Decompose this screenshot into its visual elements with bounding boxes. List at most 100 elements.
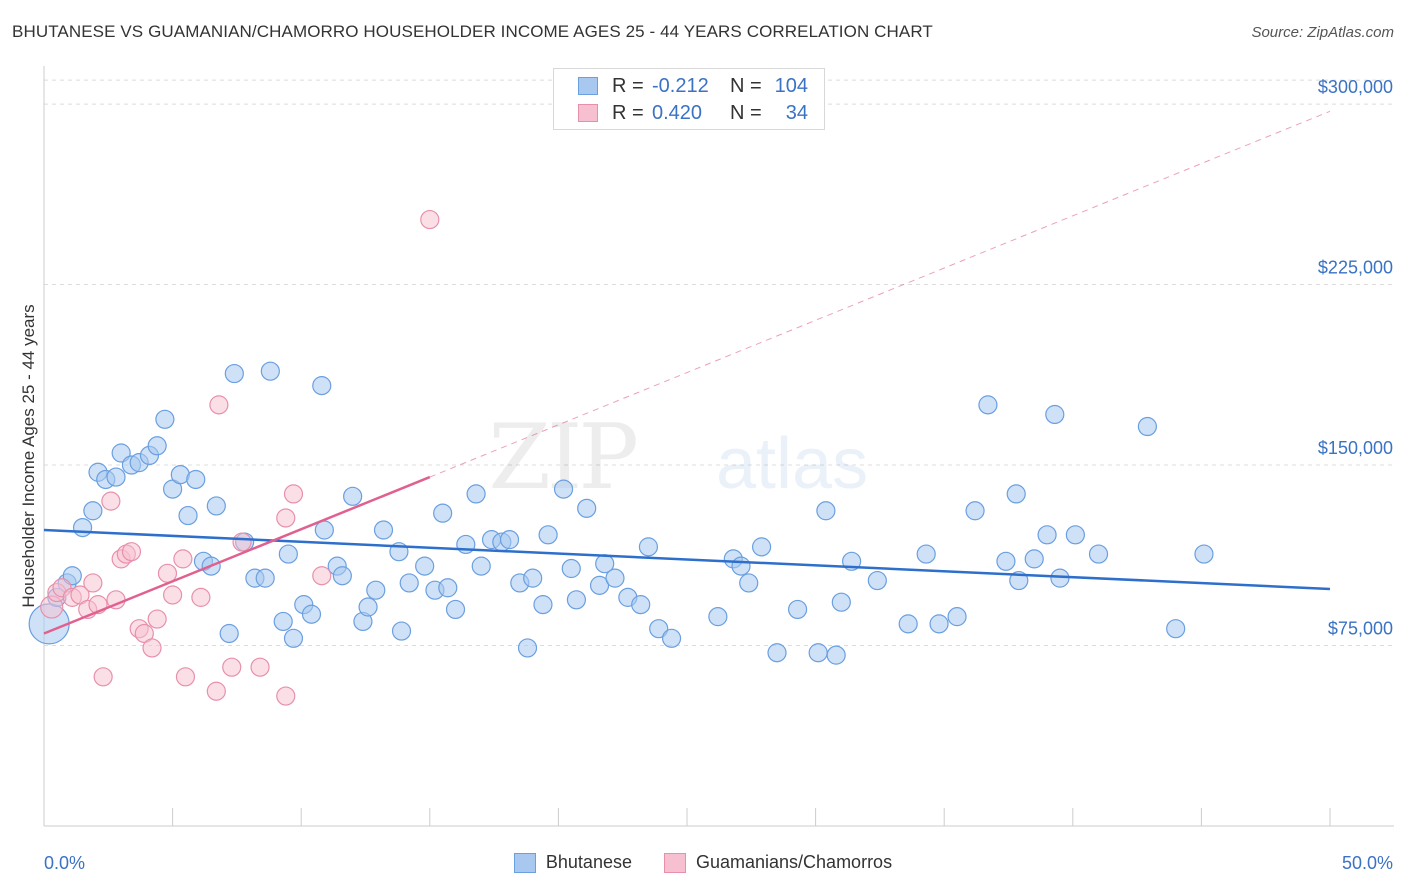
point-bhutanese: [1088, 544, 1109, 564]
axes: [43, 66, 1394, 827]
trend-line-guamanian: [43, 475, 431, 635]
tick-labels: $75,000 $150,000 $225,000 $300,000 0.0% 50.0%: [44, 77, 1393, 873]
point-bhutanese: [471, 556, 491, 576]
point-bhutanese: [273, 611, 293, 632]
point-bhutanese: [631, 595, 651, 615]
point-bhutanese: [1137, 416, 1157, 437]
point-guamanian: [206, 681, 226, 701]
point-bhutanese: [566, 590, 587, 610]
point-bhutanese: [1166, 619, 1186, 639]
watermark-atlas: atlas: [716, 424, 868, 504]
stats-row-bhutanese: R = -0.212 N = 104: [578, 73, 808, 99]
point-guamanian: [283, 484, 304, 504]
point-bhutanese: [867, 570, 887, 591]
r-label: R =: [612, 74, 644, 97]
point-bhutanese: [366, 580, 386, 600]
point-bhutanese: [965, 501, 985, 521]
point-guamanian: [173, 549, 193, 569]
r-label: R =: [612, 101, 644, 124]
point-bhutanese: [278, 544, 298, 564]
y-tick-label: $75,000: [1328, 619, 1393, 639]
point-bhutanese: [358, 597, 378, 617]
n-label: N =: [730, 101, 762, 124]
point-bhutanese: [947, 607, 967, 627]
point-bhutanese: [72, 517, 93, 538]
point-guamanian: [209, 395, 229, 415]
point-guamanian: [276, 508, 296, 528]
point-bhutanese: [739, 573, 759, 593]
y-tick-label: $300,000: [1318, 77, 1393, 97]
point-bhutanese: [445, 599, 466, 620]
n-label: N =: [730, 74, 762, 97]
point-bhutanese: [649, 619, 669, 639]
point-bhutanese: [373, 520, 394, 540]
point-bhutanese: [219, 623, 239, 644]
point-bhutanese: [978, 395, 998, 415]
stats-legend: R = -0.212 N = 104 R = 0.420 N = 34: [553, 68, 825, 130]
point-bhutanese: [533, 595, 553, 615]
point-bhutanese: [186, 469, 206, 490]
point-bhutanese: [206, 496, 226, 516]
point-bhutanese: [898, 614, 918, 634]
point-bhutanese: [916, 544, 936, 564]
point-bhutanese: [523, 568, 543, 588]
point-bhutanese: [1050, 568, 1070, 588]
x-tick-label: 50.0%: [1342, 853, 1393, 873]
point-bhutanese: [831, 592, 851, 612]
point-guamanian: [147, 609, 167, 629]
y-tick-label: $225,000: [1318, 258, 1393, 278]
point-bhutanese: [147, 436, 167, 456]
point-bhutanese: [343, 486, 363, 506]
point-bhutanese: [577, 498, 597, 518]
point-guamanian: [93, 667, 113, 687]
y-tick-label: $150,000: [1318, 438, 1393, 458]
point-guamanian: [232, 532, 252, 552]
x-tick-label: 0.0%: [44, 853, 85, 873]
source-label: Source: ZipAtlas.com: [1251, 24, 1394, 41]
legend-item-bhutanese[interactable]: Bhutanese: [513, 852, 632, 873]
point-guamanian: [312, 566, 332, 586]
point-guamanian: [175, 667, 196, 687]
point-bhutanese: [1045, 404, 1065, 425]
r-value: 0.420: [652, 101, 703, 124]
r-value: -0.212: [652, 74, 709, 97]
point-bhutanese: [767, 643, 787, 663]
series-legend: Bhutanese Guamanians/Chamorros: [0, 852, 1406, 873]
point-bhutanese: [415, 556, 435, 576]
point-bhutanese: [808, 643, 828, 663]
point-bhutanese: [517, 638, 538, 658]
legend-item-guamanian[interactable]: Guamanians/Chamorros: [663, 852, 892, 873]
point-bhutanese: [301, 604, 322, 624]
point-guamanian: [250, 657, 270, 677]
data-points: [28, 209, 1214, 706]
point-bhutanese: [283, 628, 304, 648]
point-bhutanese: [1006, 484, 1026, 504]
point-bhutanese: [708, 607, 728, 627]
point-guamanian: [163, 585, 183, 605]
point-guamanian: [121, 542, 142, 562]
point-bhutanese: [816, 501, 836, 521]
n-value: 104: [774, 74, 808, 97]
point-bhutanese: [589, 575, 610, 595]
point-guamanian: [276, 686, 296, 706]
point-bhutanese: [399, 573, 419, 593]
point-bhutanese: [178, 505, 198, 526]
point-bhutanese: [929, 614, 949, 634]
y-axis-label: Householder Income Ages 25 - 44 years: [19, 304, 38, 607]
point-bhutanese: [1194, 544, 1214, 564]
point-bhutanese: [260, 361, 280, 381]
point-bhutanese: [1024, 549, 1044, 569]
point-bhutanese: [638, 537, 659, 557]
stats-row-guamanian: R = 0.420 N = 34: [578, 100, 808, 126]
trend-line-bhutanese: [43, 528, 1331, 591]
legend-swatch-guamanian: [663, 852, 686, 873]
point-bhutanese: [787, 599, 808, 620]
point-bhutanese: [332, 566, 352, 586]
point-bhutanese: [466, 484, 486, 504]
point-bhutanese: [83, 501, 103, 521]
swatch-bhutanese: [578, 77, 598, 95]
point-bhutanese: [1037, 525, 1057, 545]
point-bhutanese: [391, 621, 412, 641]
point-bhutanese: [1065, 525, 1085, 545]
